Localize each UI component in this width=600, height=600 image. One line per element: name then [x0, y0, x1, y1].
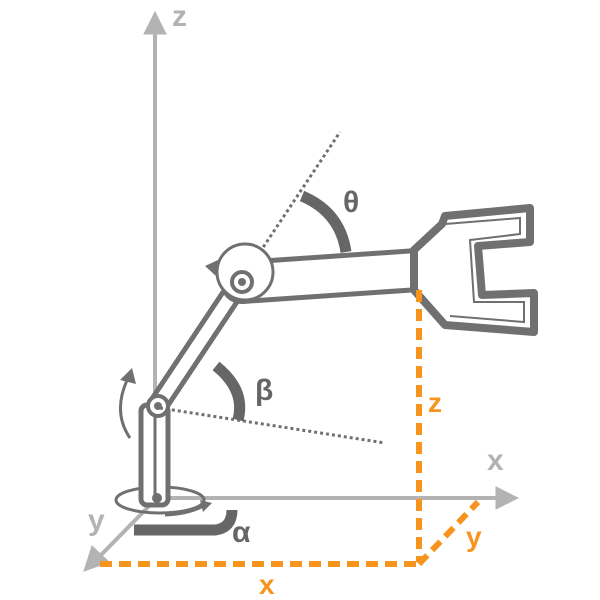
theta-arc	[299, 190, 352, 254]
beta-arc	[212, 361, 246, 422]
theta-label: θ	[343, 186, 359, 219]
alpha-arc	[134, 509, 238, 536]
z-axis-label: z	[172, 0, 187, 33]
alpha-label: α	[232, 516, 251, 549]
shoulder-rotation-arc	[118, 377, 132, 439]
z-axis-arrowhead	[143, 10, 167, 35]
y-axis-arrowhead	[83, 545, 110, 572]
dimension-lines	[100, 290, 481, 567]
upper-arm	[147, 271, 251, 416]
beta-reference-line	[159, 406, 386, 445]
elbow-joint-dot	[238, 278, 246, 286]
base-rotation-arrowhead	[200, 500, 212, 512]
x-dimension-label: x	[259, 569, 275, 600]
base-joint-dot	[152, 493, 162, 503]
elbow-rotation-arrowhead	[205, 260, 218, 276]
y-dimension-label: y	[466, 521, 482, 552]
base-column	[138, 402, 171, 508]
shoulder-rotation-arrowhead	[120, 368, 136, 384]
y-axis	[98, 498, 157, 558]
upper-arm-fill	[152, 276, 246, 411]
beta-label: β	[255, 374, 273, 407]
z-dimension-label: z	[428, 387, 442, 418]
shoulder-joint	[146, 394, 170, 418]
elbow-joint	[205, 242, 275, 302]
shoulder-rotation	[118, 368, 136, 439]
gripper-outline	[410, 204, 538, 336]
gripper-inner-slot	[444, 216, 525, 324]
x-axis-arrowhead	[495, 486, 520, 510]
y-axis-label: y	[88, 504, 105, 537]
x-axis-label: x	[487, 444, 504, 477]
y-dimension-line	[416, 499, 481, 567]
gripper	[410, 204, 538, 336]
